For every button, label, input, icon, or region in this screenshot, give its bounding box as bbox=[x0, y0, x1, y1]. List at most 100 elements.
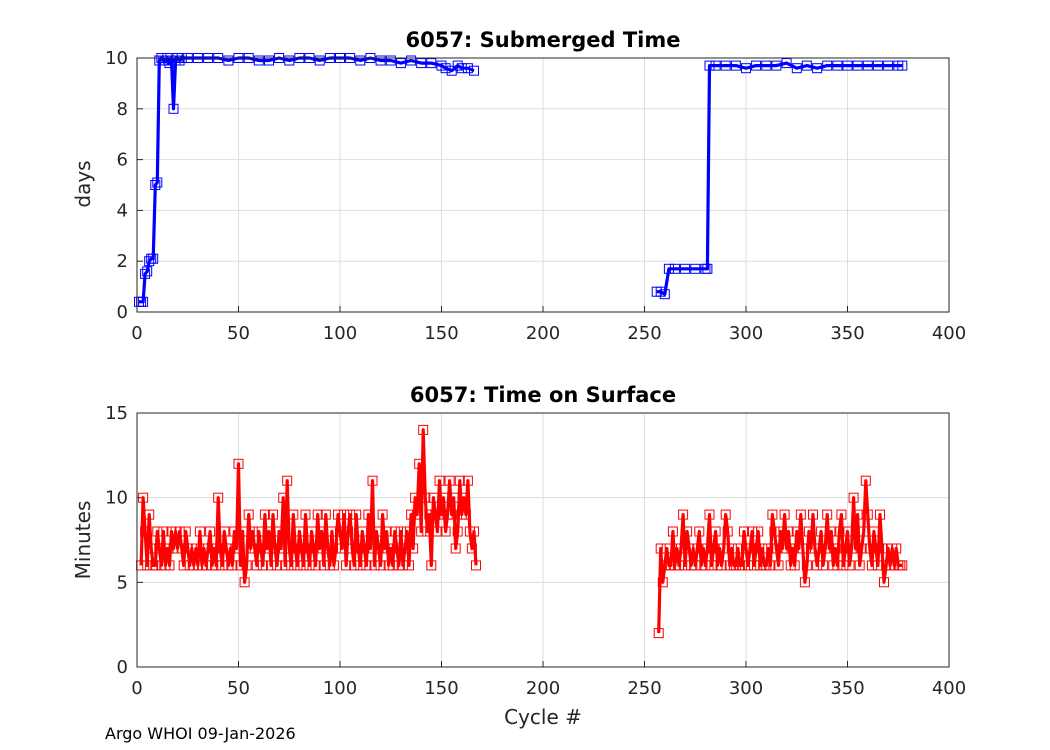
data-point bbox=[680, 263, 691, 274]
x-tick-label: 350 bbox=[830, 678, 864, 699]
data-point bbox=[284, 55, 295, 66]
data-point bbox=[875, 509, 885, 520]
y-tick-label: 10 bbox=[105, 48, 128, 69]
data-point bbox=[716, 560, 727, 571]
data-point bbox=[286, 560, 297, 571]
data-point bbox=[404, 560, 414, 571]
data-point bbox=[678, 509, 689, 520]
data-point bbox=[231, 543, 242, 554]
data-point bbox=[203, 543, 214, 554]
data-point bbox=[146, 543, 157, 554]
data-point bbox=[290, 543, 301, 554]
data-point bbox=[438, 492, 449, 503]
data-point bbox=[142, 560, 153, 571]
data-point bbox=[164, 58, 175, 69]
data-point bbox=[736, 560, 747, 571]
data-point bbox=[694, 526, 705, 537]
data-point bbox=[412, 509, 423, 520]
data-point bbox=[345, 509, 356, 520]
data-point bbox=[718, 543, 729, 554]
data-point bbox=[426, 58, 437, 69]
data-point bbox=[148, 253, 159, 264]
data-point bbox=[434, 475, 445, 486]
data-point bbox=[140, 526, 151, 537]
axes-box-submerged bbox=[136, 57, 950, 313]
data-point bbox=[710, 60, 721, 71]
data-point bbox=[440, 63, 451, 74]
data-point bbox=[791, 63, 802, 74]
data-point bbox=[702, 543, 713, 554]
data-point bbox=[389, 526, 400, 537]
data-point bbox=[294, 526, 305, 537]
data-point bbox=[448, 492, 459, 503]
data-point bbox=[343, 526, 354, 537]
ticks-surface: 0 50 100 150 200 250 300 350 400 0 5 10 15 bbox=[105, 403, 966, 699]
data-point bbox=[676, 543, 686, 554]
data-point bbox=[814, 543, 825, 554]
data-point bbox=[789, 560, 800, 571]
data-point bbox=[844, 560, 855, 571]
data-point bbox=[682, 526, 693, 537]
data-point bbox=[722, 526, 733, 537]
data-point bbox=[233, 458, 244, 469]
x-tick-label: 200 bbox=[526, 323, 560, 344]
data-point bbox=[460, 509, 471, 520]
data-point bbox=[174, 526, 185, 537]
y-tick-label: 10 bbox=[105, 488, 128, 509]
data-point bbox=[866, 560, 877, 571]
x-tick-label: 400 bbox=[932, 323, 966, 344]
data-point bbox=[406, 509, 417, 520]
data-point bbox=[710, 526, 721, 537]
x-tick-label: 300 bbox=[729, 678, 763, 699]
data-point bbox=[432, 526, 443, 537]
data-point bbox=[761, 60, 772, 71]
ticks-submerged: 0 50 100 150 200 250 300 350 400 0 2 4 6 8 10 bbox=[105, 48, 966, 344]
data-point bbox=[663, 263, 674, 274]
data-point bbox=[229, 526, 240, 537]
data-point bbox=[355, 55, 366, 66]
data-point bbox=[692, 543, 703, 554]
plot-area-submerged bbox=[134, 53, 908, 307]
data-point bbox=[444, 475, 455, 486]
data-point bbox=[822, 60, 833, 71]
data-point bbox=[416, 58, 427, 69]
data-point bbox=[152, 526, 163, 537]
data-point bbox=[860, 475, 871, 486]
data-point bbox=[781, 543, 792, 554]
data-point bbox=[850, 543, 861, 554]
x-tick-label: 200 bbox=[526, 678, 560, 699]
data-point bbox=[274, 526, 285, 537]
series-line-surface-2 bbox=[657, 479, 903, 634]
y-tick-label: 0 bbox=[117, 657, 128, 678]
data-point bbox=[243, 509, 254, 520]
x-tick-label: 150 bbox=[424, 323, 458, 344]
data-point bbox=[373, 543, 384, 554]
data-point bbox=[797, 543, 808, 554]
data-point bbox=[657, 577, 668, 588]
data-point bbox=[318, 560, 329, 571]
data-point bbox=[816, 526, 827, 537]
panel-time-on-surface: 6057: Time on Surface Minutes Cycle # 0 5… bbox=[71, 383, 966, 729]
data-point bbox=[298, 560, 309, 571]
data-point bbox=[720, 509, 731, 520]
data-point bbox=[310, 560, 321, 571]
data-point bbox=[385, 543, 396, 554]
data-point bbox=[436, 509, 447, 520]
data-point bbox=[704, 60, 715, 71]
data-point bbox=[787, 543, 798, 554]
y-tick-label: 6 bbox=[117, 150, 128, 171]
data-point bbox=[830, 543, 841, 554]
data-point bbox=[834, 526, 845, 537]
data-point bbox=[397, 560, 408, 571]
data-point bbox=[757, 543, 768, 554]
data-point bbox=[194, 526, 205, 537]
data-point bbox=[732, 543, 743, 554]
data-point bbox=[858, 526, 869, 537]
data-point bbox=[838, 560, 849, 571]
data-point bbox=[775, 526, 786, 537]
data-point bbox=[799, 577, 810, 588]
data-point bbox=[674, 560, 684, 571]
data-point bbox=[852, 60, 863, 71]
data-point bbox=[446, 65, 457, 76]
data-point bbox=[154, 543, 165, 554]
